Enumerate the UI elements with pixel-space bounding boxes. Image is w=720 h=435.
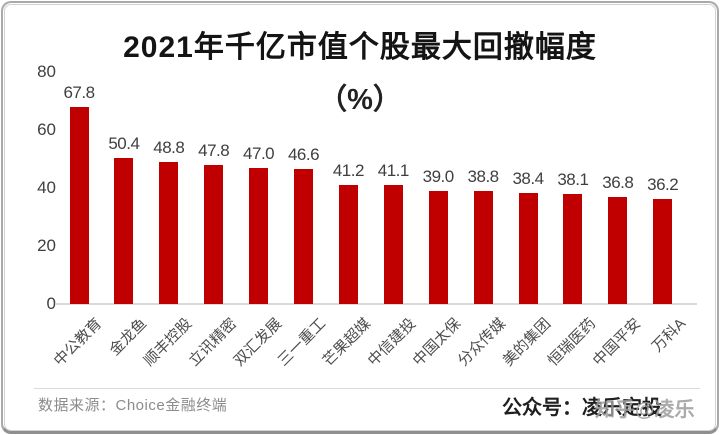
bar-value-label: 36.8 [602, 173, 634, 193]
category-label: 立讯精密 [185, 315, 240, 370]
bar-value-label: 39.0 [422, 166, 455, 186]
bar [383, 184, 403, 304]
bar [294, 168, 313, 304]
category-label: 芒果超媒 [320, 315, 375, 370]
bar-value-label: 67.8 [63, 83, 95, 103]
bar [473, 191, 493, 304]
y-axis-tick-label: 20 [37, 236, 56, 255]
y-axis-tick-label: 0 [46, 294, 56, 313]
bar [249, 167, 269, 304]
bar [608, 197, 628, 304]
chart-subtitle-percent: （%） [318, 84, 402, 116]
bar [563, 193, 583, 304]
bar-value-label: 36.2 [647, 175, 679, 195]
official-account-prefix: 公众号： [502, 397, 582, 419]
bar [114, 157, 134, 304]
bar-value-label: 50.4 [108, 133, 140, 153]
official-account-name: 凌乐定投 [582, 397, 662, 419]
bar [338, 184, 358, 304]
bar [518, 192, 538, 304]
bar [428, 190, 448, 304]
category-label: 美的集团 [499, 315, 555, 370]
category-label: 中信建投 [364, 315, 420, 370]
bar-value-label: 38.1 [557, 169, 589, 189]
category-label: 中国太保 [409, 315, 465, 370]
data-source-note: 数据来源：Choice金融终端 [38, 397, 228, 414]
bar-value-label: 48.8 [153, 138, 185, 158]
y-axis-tick-label: 40 [37, 178, 56, 197]
chart-title: 2021年千亿市值个股最大回撤幅度 [123, 31, 597, 64]
bar [159, 162, 179, 304]
y-axis-tick-label: 60 [37, 120, 56, 139]
bar-value-label: 47.8 [198, 141, 230, 161]
bar-value-label: 41.2 [332, 160, 365, 180]
bar-value-label: 38.8 [467, 167, 500, 187]
bar-value-label: 46.6 [287, 144, 320, 164]
zhihu-watermark: 知乎@凌乐 [595, 399, 695, 421]
category-label: 三一重工 [275, 315, 330, 370]
bar [204, 165, 224, 304]
category-label: 双汇发展 [230, 315, 285, 370]
category-label: 万科A [648, 315, 689, 356]
footer-divider [34, 388, 700, 389]
watermarked-name: 凌乐定投 知乎@凌乐 [582, 391, 704, 421]
official-account-caption: 公众号： 凌乐定投 知乎@凌乐 [502, 391, 704, 421]
category-label: 恒瑞医药 [544, 315, 600, 370]
bar-value-label: 38.4 [512, 168, 544, 188]
bar-value-label: 47.0 [243, 143, 275, 163]
category-label: 中公教育 [50, 315, 106, 370]
bar [69, 107, 89, 304]
y-axis-tick-label: 80 [37, 62, 56, 81]
bar [653, 199, 673, 304]
x-axis-line [55, 303, 697, 305]
bar-value-label: 41.1 [377, 160, 410, 180]
category-label: 顺丰控股 [140, 315, 195, 370]
category-label: 中国平安 [589, 315, 644, 370]
category-label: 分众传媒 [454, 315, 510, 370]
